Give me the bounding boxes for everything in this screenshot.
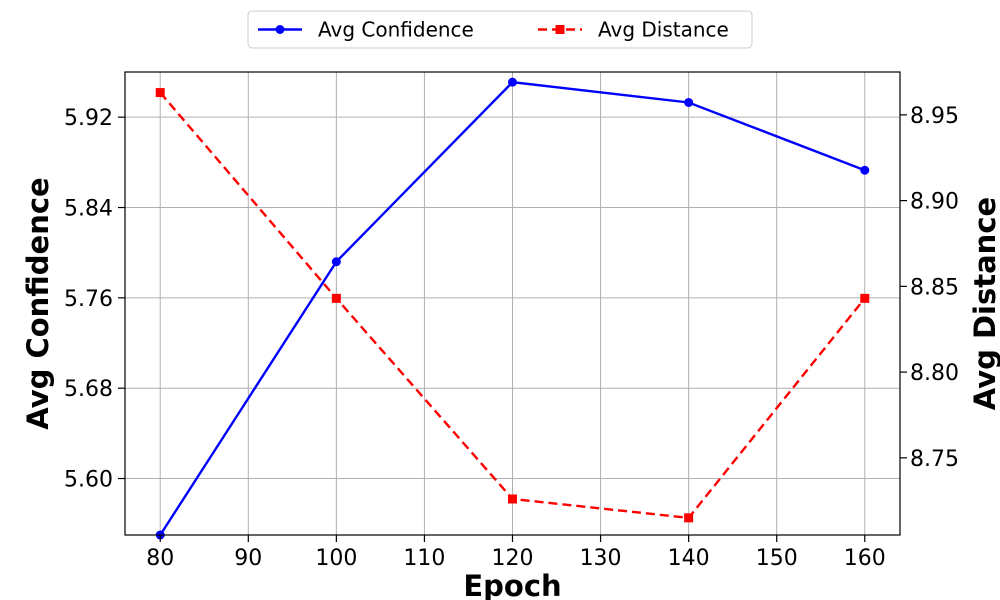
left-y-tick-label: 5.92 <box>64 106 113 131</box>
x-tick-label: 120 <box>492 546 534 571</box>
left-y-tick-label: 5.76 <box>64 287 113 312</box>
right-y-tick-label: 8.75 <box>910 447 959 472</box>
legend-avg-distance-label: Avg Distance <box>598 18 729 42</box>
x-axis-title: Epoch <box>463 569 561 600</box>
right-y-tick-label: 8.95 <box>910 104 959 129</box>
legend-avg-confidence-label: Avg Confidence <box>318 18 474 42</box>
avg-confidence-series <box>155 77 870 540</box>
series-layer <box>155 77 870 540</box>
avg-confidence-point <box>860 165 870 175</box>
right-y-tick-label: 8.80 <box>910 361 959 386</box>
avg-confidence-point <box>331 257 341 267</box>
left-y-tick-label: 5.68 <box>64 377 113 402</box>
legend: Avg Confidence Avg Distance <box>247 10 753 49</box>
left-y-tick-label: 5.60 <box>64 468 113 493</box>
x-tick-label: 110 <box>403 546 445 571</box>
x-tick-label: 150 <box>756 546 798 571</box>
grid-lines <box>125 72 900 535</box>
right-y-tick-label: 8.90 <box>910 190 959 215</box>
avg-distance-series <box>155 88 870 523</box>
avg-confidence-point <box>684 97 694 107</box>
x-tick-label: 80 <box>146 546 174 571</box>
legend-box <box>247 10 753 49</box>
x-tick-label: 140 <box>668 546 710 571</box>
x-tick-label: 90 <box>234 546 262 571</box>
avg-distance-point <box>508 494 517 504</box>
avg-distance-point <box>331 293 341 303</box>
left-y-axis-title: Avg Confidence <box>21 177 55 429</box>
legend-avg-distance-marker <box>555 25 565 34</box>
right-y-axis-title: Avg Distance <box>968 197 1000 410</box>
avg-distance-point <box>860 293 870 303</box>
avg-distance-point <box>684 513 694 523</box>
x-tick-label: 160 <box>844 546 886 571</box>
left-y-tick-label: 5.84 <box>64 197 113 222</box>
x-tick-label: 130 <box>580 546 622 571</box>
right-y-tick-label: 8.85 <box>910 275 959 300</box>
legend-avg-confidence-marker <box>275 25 285 34</box>
avg-distance-point <box>155 88 165 98</box>
avg-confidence-point <box>508 77 517 87</box>
x-tick-label: 100 <box>315 546 357 571</box>
axes: 80 90 100 110 120 130 140 150 160 5.60 5.68 5.76 5.8… <box>64 104 959 571</box>
